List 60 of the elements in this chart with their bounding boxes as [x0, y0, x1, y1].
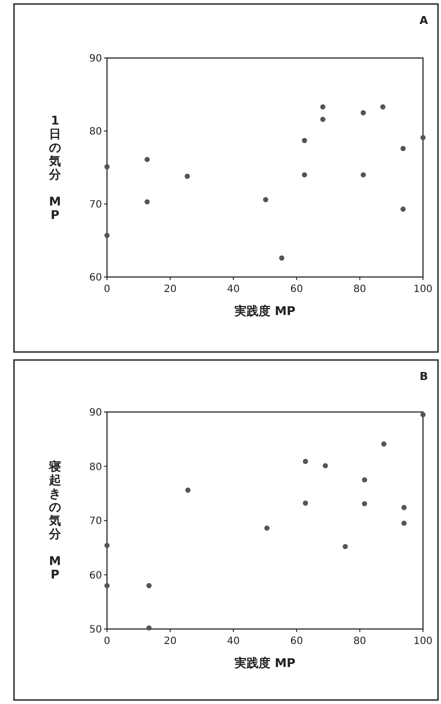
y-tick-label: 90 [89, 408, 102, 418]
point [362, 477, 368, 482]
y-axis-title: 寝起きの気分 MP [48, 460, 62, 582]
x-tick-label: 60 [290, 636, 303, 647]
x-tick-label: 20 [164, 636, 177, 647]
x-tick-label: 100 [413, 284, 433, 295]
point [184, 174, 190, 179]
x-tick-label: 40 [227, 636, 240, 647]
x-tick-label: 0 [104, 284, 110, 295]
x-tick-label: 80 [353, 284, 366, 295]
chart-title: A [419, 14, 428, 27]
point [279, 255, 284, 261]
x-tick-label: 40 [227, 284, 240, 295]
x-tick-label: 0 [104, 636, 110, 647]
point [144, 199, 150, 204]
y-axis-title: 1日の気分 MP [48, 113, 62, 222]
point [362, 501, 368, 506]
point [263, 197, 268, 202]
y-tick-label: 50 [89, 624, 102, 636]
point [322, 463, 328, 468]
point [360, 110, 366, 116]
point [320, 116, 326, 122]
point [104, 164, 110, 170]
point [420, 134, 426, 140]
point [144, 156, 150, 162]
x-tick-label: 100 [413, 636, 433, 647]
point [401, 504, 407, 510]
y-tick-label: 60 [89, 272, 102, 284]
x-axis-title: 実践度 MP [234, 656, 296, 670]
point [185, 488, 190, 493]
point [380, 104, 386, 110]
y-tick-label: 70 [89, 200, 102, 210]
y-tick-label: 70 [89, 516, 102, 527]
point [381, 441, 386, 447]
chart-title: B [420, 370, 428, 383]
point [302, 458, 308, 464]
point [146, 583, 152, 588]
y-tick-label: 60 [89, 570, 102, 582]
point [104, 542, 110, 548]
y-tick-label: 80 [89, 126, 102, 138]
point [302, 138, 308, 144]
point [420, 412, 426, 418]
x-tick-label: 20 [164, 284, 177, 295]
point [302, 500, 308, 506]
point [146, 625, 152, 631]
point [104, 232, 110, 238]
x-tick-label: 80 [353, 636, 366, 647]
y-tick-label: 90 [89, 54, 102, 64]
point [320, 104, 326, 110]
point [302, 172, 308, 178]
point [401, 520, 407, 526]
y-tick-label: 80 [89, 462, 102, 473]
x-tick-label: 60 [290, 284, 303, 295]
point [264, 525, 270, 531]
point [400, 146, 406, 152]
point [342, 544, 348, 550]
point [360, 172, 366, 178]
point [104, 583, 110, 588]
point [400, 206, 406, 212]
x-axis-title: 実践度 MP [234, 304, 296, 318]
